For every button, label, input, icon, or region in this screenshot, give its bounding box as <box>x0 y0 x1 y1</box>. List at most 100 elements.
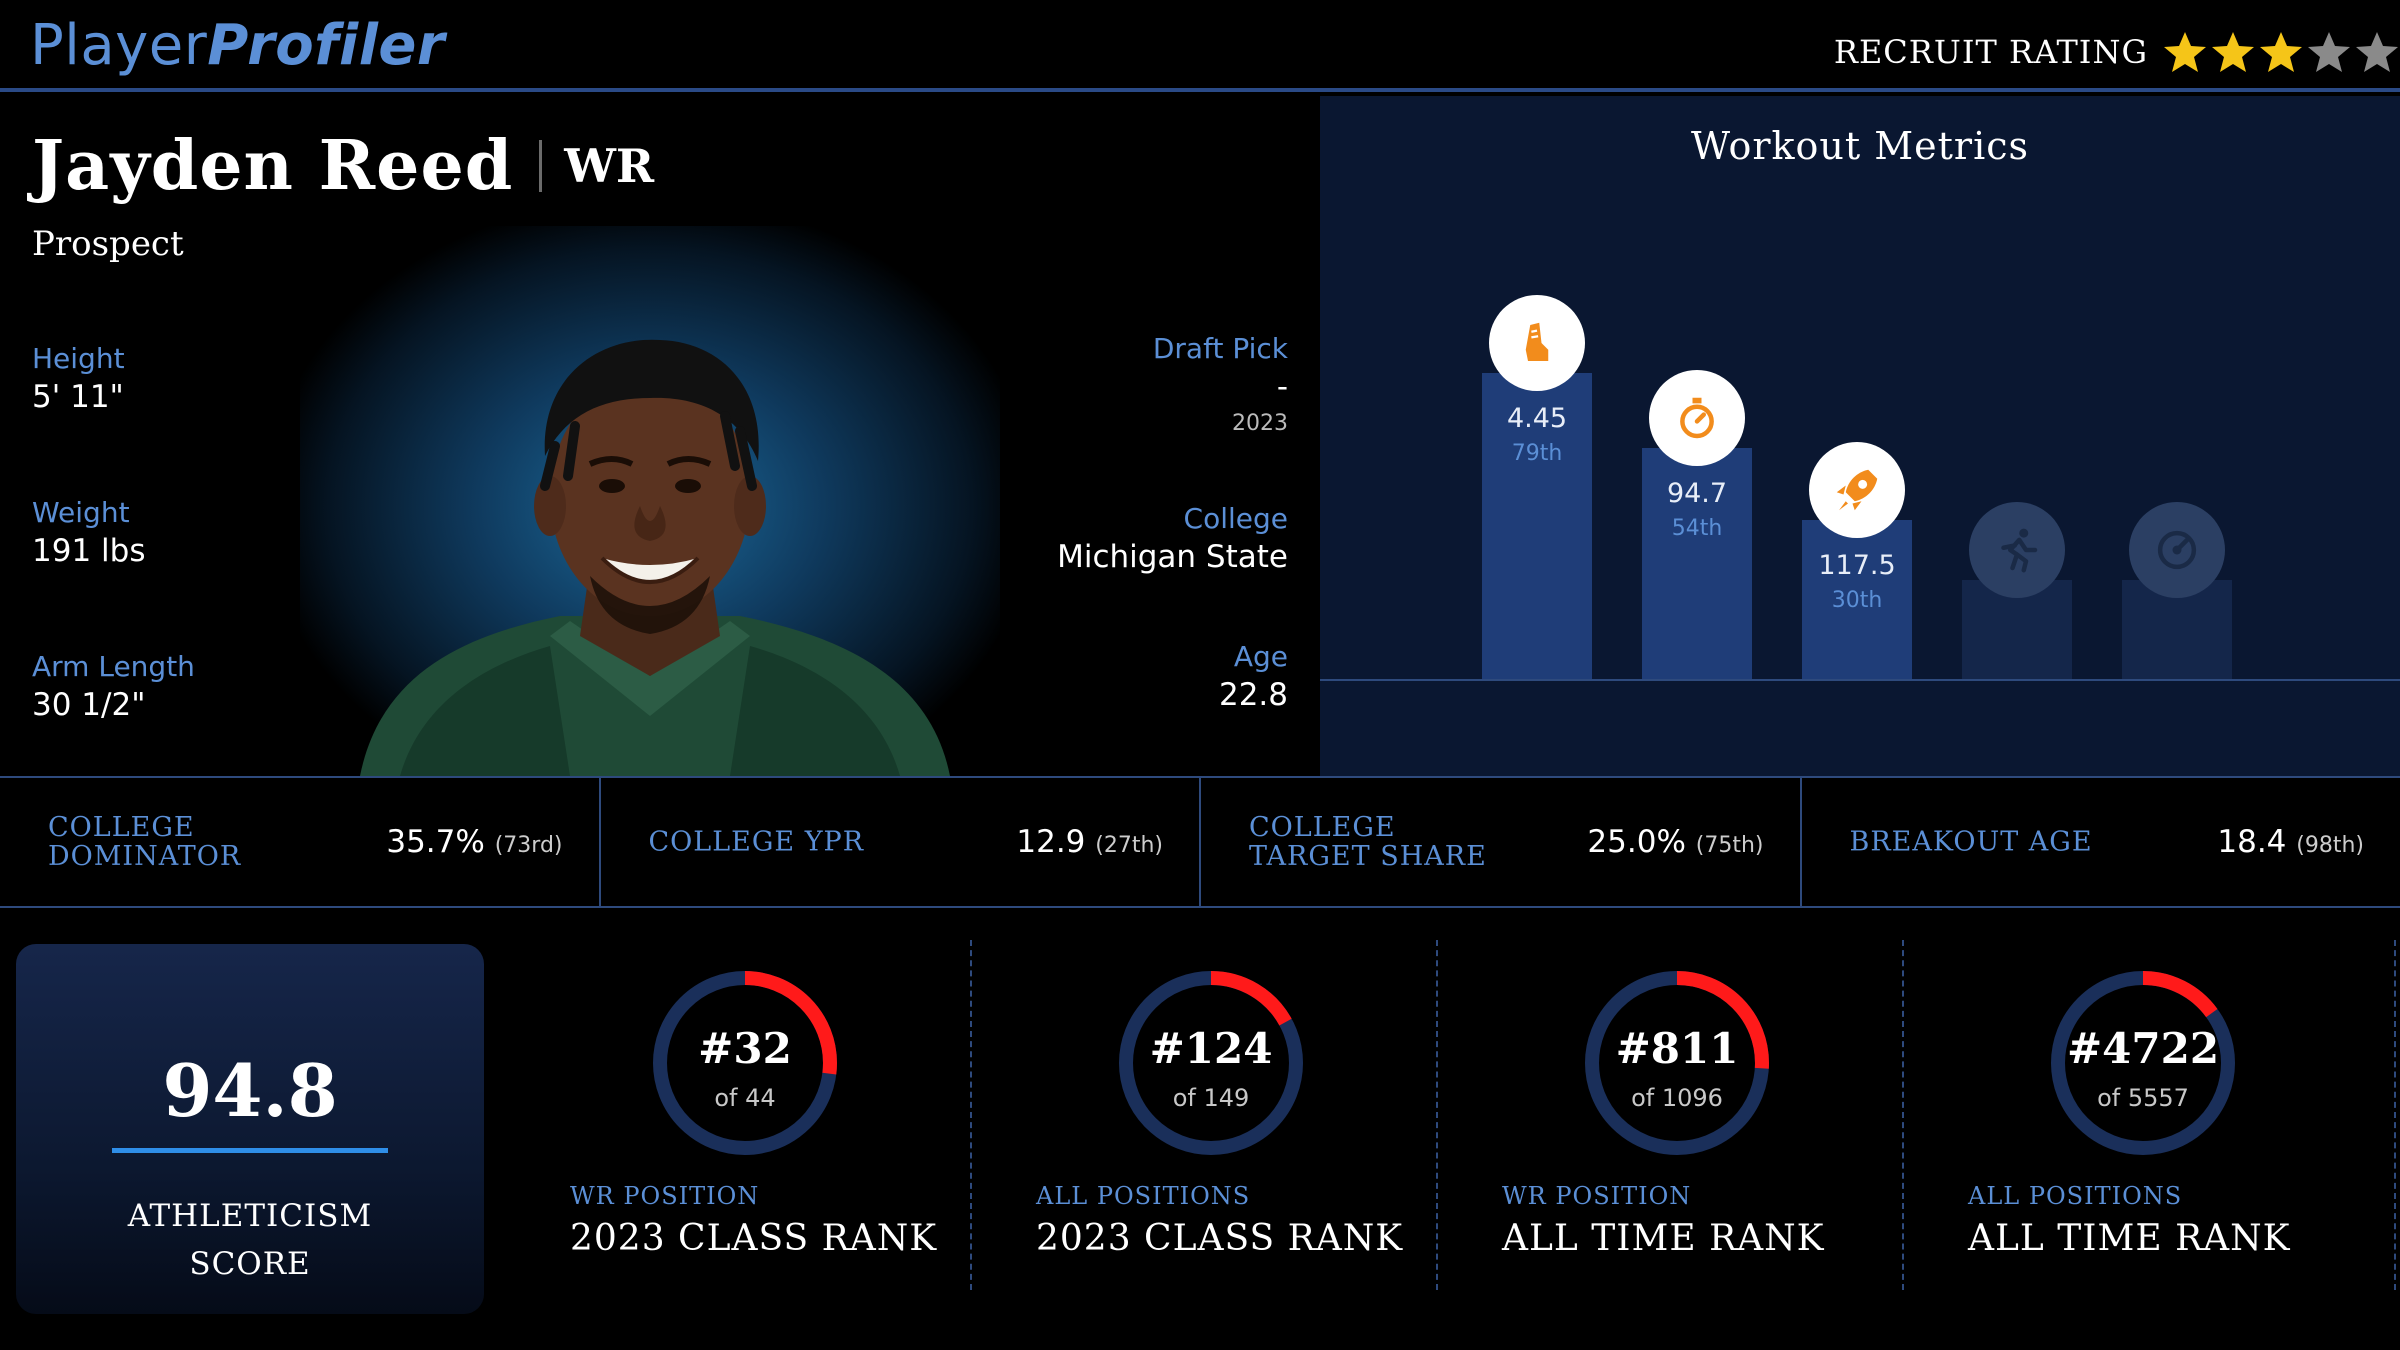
star-filled-icon <box>2212 32 2254 72</box>
rank-divider <box>970 940 972 1290</box>
metric-bar: 4.45 79th <box>1482 373 1592 680</box>
weight-value: 191 lbs <box>32 533 146 569</box>
draft-pick-value: - <box>1276 369 1288 405</box>
arm-length-value: 30 1/2" <box>32 687 146 723</box>
height-value: 5' 11" <box>32 379 124 415</box>
player-name-row: Jayden Reed WR <box>32 126 654 206</box>
runner-icon <box>1969 502 2065 598</box>
stat-value-wrap: 12.9 (27th) <box>1016 824 1163 860</box>
rank-progress-ring <box>1585 971 1769 1155</box>
rank-progress-ring <box>653 971 837 1155</box>
stat-percentile: (73rd) <box>494 833 563 858</box>
playerprofiler-logo[interactable]: PlayerProfiler <box>30 10 445 82</box>
stat-breakout-age: BREAKOUT AGE 18.4 (98th) <box>1802 778 2400 906</box>
stat-value-wrap: 35.7% (73rd) <box>386 824 562 860</box>
stat-label: COLLEGE DOMINATOR <box>48 812 242 872</box>
draft-pick-label: Draft Pick <box>1152 332 1288 365</box>
age-attr: Age 22.8 <box>1219 640 1288 713</box>
logo-text-player: Player <box>30 13 208 78</box>
rank-progress-ring <box>1119 971 1303 1155</box>
arm-length-attr: Arm Length 30 1/2" <box>32 650 195 723</box>
rank-title: ALL TIME RANK <box>1502 1218 1825 1259</box>
player-status: Prospect <box>32 224 184 264</box>
stat-label: COLLEGE TARGET SHARE <box>1249 812 1487 872</box>
rank-subtitle: WR POSITION <box>1502 1182 1692 1210</box>
ring-fill <box>2051 971 2235 1155</box>
star-empty-icon <box>2308 32 2350 72</box>
rocket-icon <box>1809 442 1905 538</box>
rank-number: #811 <box>1615 1024 1739 1073</box>
recruit-stars <box>2162 29 2400 75</box>
rank-title: 2023 CLASS RANK <box>570 1218 938 1259</box>
weight-label: Weight <box>32 496 130 529</box>
rank-subtitle: WR POSITION <box>570 1182 760 1210</box>
stat-label: BREAKOUT AGE <box>1849 826 2093 858</box>
metric-value: 4.45 <box>1506 403 1568 434</box>
athleticism-score-label: ATHLETICISM SCORE <box>16 1192 484 1288</box>
stat-percentile: (98th) <box>2296 833 2364 858</box>
player-panel: Jayden Reed WR Prospect Height 5' 11" We… <box>0 96 1320 776</box>
rank-subtitle: ALL POSITIONS <box>1968 1182 2183 1210</box>
target-icon <box>2129 502 2225 598</box>
college-label: College <box>1183 502 1288 535</box>
metric-bar: 94.7 54th <box>1642 448 1752 680</box>
rank-wr-class-card: #32 of 44 WR POSITION 2023 CLASS RANK <box>570 908 1036 1288</box>
rank-divider <box>2394 940 2396 1290</box>
ring-fill <box>653 971 837 1155</box>
rank-subtitle: ALL POSITIONS <box>1036 1182 1251 1210</box>
stopwatch-icon <box>1649 370 1745 466</box>
rank-title: ALL TIME RANK <box>1968 1218 2291 1259</box>
rank-total: of 5557 <box>2097 1084 2189 1112</box>
draft-pick-attr: Draft Pick - 2023 <box>1153 332 1288 436</box>
stat-college-ypr: COLLEGE YPR 12.9 (27th) <box>601 778 1201 906</box>
college-stats-row: COLLEGE DOMINATOR 35.7% (73rd) COLLEGE Y… <box>0 776 2400 908</box>
athleticism-label-line2: SCORE <box>189 1246 311 1282</box>
weight-attr: Weight 191 lbs <box>32 496 145 569</box>
metric-percentile: 30th <box>1831 588 1883 613</box>
shoe-icon <box>1489 295 1585 391</box>
metric-value: 94.7 <box>1666 478 1728 509</box>
ring-fill <box>1119 971 1303 1155</box>
star-empty-icon <box>2356 32 2398 72</box>
stat-label: COLLEGE YPR <box>648 826 865 858</box>
header-bar: PlayerProfiler RECRUIT RATING <box>0 0 2400 92</box>
draft-year: 2023 <box>1232 411 1288 436</box>
star-filled-icon <box>2164 32 2206 72</box>
name-divider <box>539 140 543 192</box>
athleticism-score-value: 94.8 <box>162 1048 338 1133</box>
rank-progress-ring <box>2051 971 2235 1155</box>
stat-value: 25.0% <box>1587 824 1686 860</box>
rank-wr-alltime-card: #811 of 1096 WR POSITION ALL TIME RANK <box>1502 908 1968 1288</box>
star-filled-icon <box>2260 32 2302 72</box>
player-position: WR <box>564 139 655 193</box>
age-value: 22.8 <box>1218 677 1288 713</box>
stat-college-dominator: COLLEGE DOMINATOR 35.7% (73rd) <box>0 778 601 906</box>
rank-divider <box>1436 940 1438 1290</box>
recruit-rating-label: RECRUIT RATING <box>1833 33 2148 71</box>
stat-value-wrap: 18.4 (98th) <box>2217 824 2364 860</box>
stat-value-wrap: 25.0% (75th) <box>1587 824 1763 860</box>
stat-value: 35.7% <box>386 824 485 860</box>
athleticism-underline <box>112 1148 388 1153</box>
athleticism-label-line1: ATHLETICISM <box>127 1198 373 1234</box>
rank-all-alltime-card: #4722 of 5557 ALL POSITIONS ALL TIME RANK <box>1968 908 2400 1288</box>
player-name: Jayden Reed <box>32 126 514 206</box>
player-photo <box>360 339 950 776</box>
metric-bar: 117.5 30th <box>1802 520 1912 680</box>
college-value: Michigan State <box>1057 539 1288 575</box>
ring-fill <box>1585 971 1769 1155</box>
rank-total: of 44 <box>714 1084 776 1112</box>
rank-divider <box>1902 940 1904 1290</box>
rank-total: of 1096 <box>1631 1084 1723 1112</box>
stat-percentile: (27th) <box>1095 833 1163 858</box>
stat-percentile: (75th) <box>1695 833 1764 858</box>
rank-number: #124 <box>1149 1024 1273 1073</box>
athleticism-score-card: 94.8 ATHLETICISM SCORE <box>16 944 484 1314</box>
arm-length-label: Arm Length <box>32 650 195 683</box>
workout-metrics-title: Workout Metrics <box>1690 124 2030 168</box>
college-attr: College Michigan State <box>1057 502 1288 575</box>
metric-percentile: 54th <box>1671 516 1723 541</box>
age-label: Age <box>1233 640 1288 673</box>
rank-total: of 149 <box>1172 1084 1250 1112</box>
stat-college-target-share: COLLEGE TARGET SHARE 25.0% (75th) <box>1201 778 1802 906</box>
